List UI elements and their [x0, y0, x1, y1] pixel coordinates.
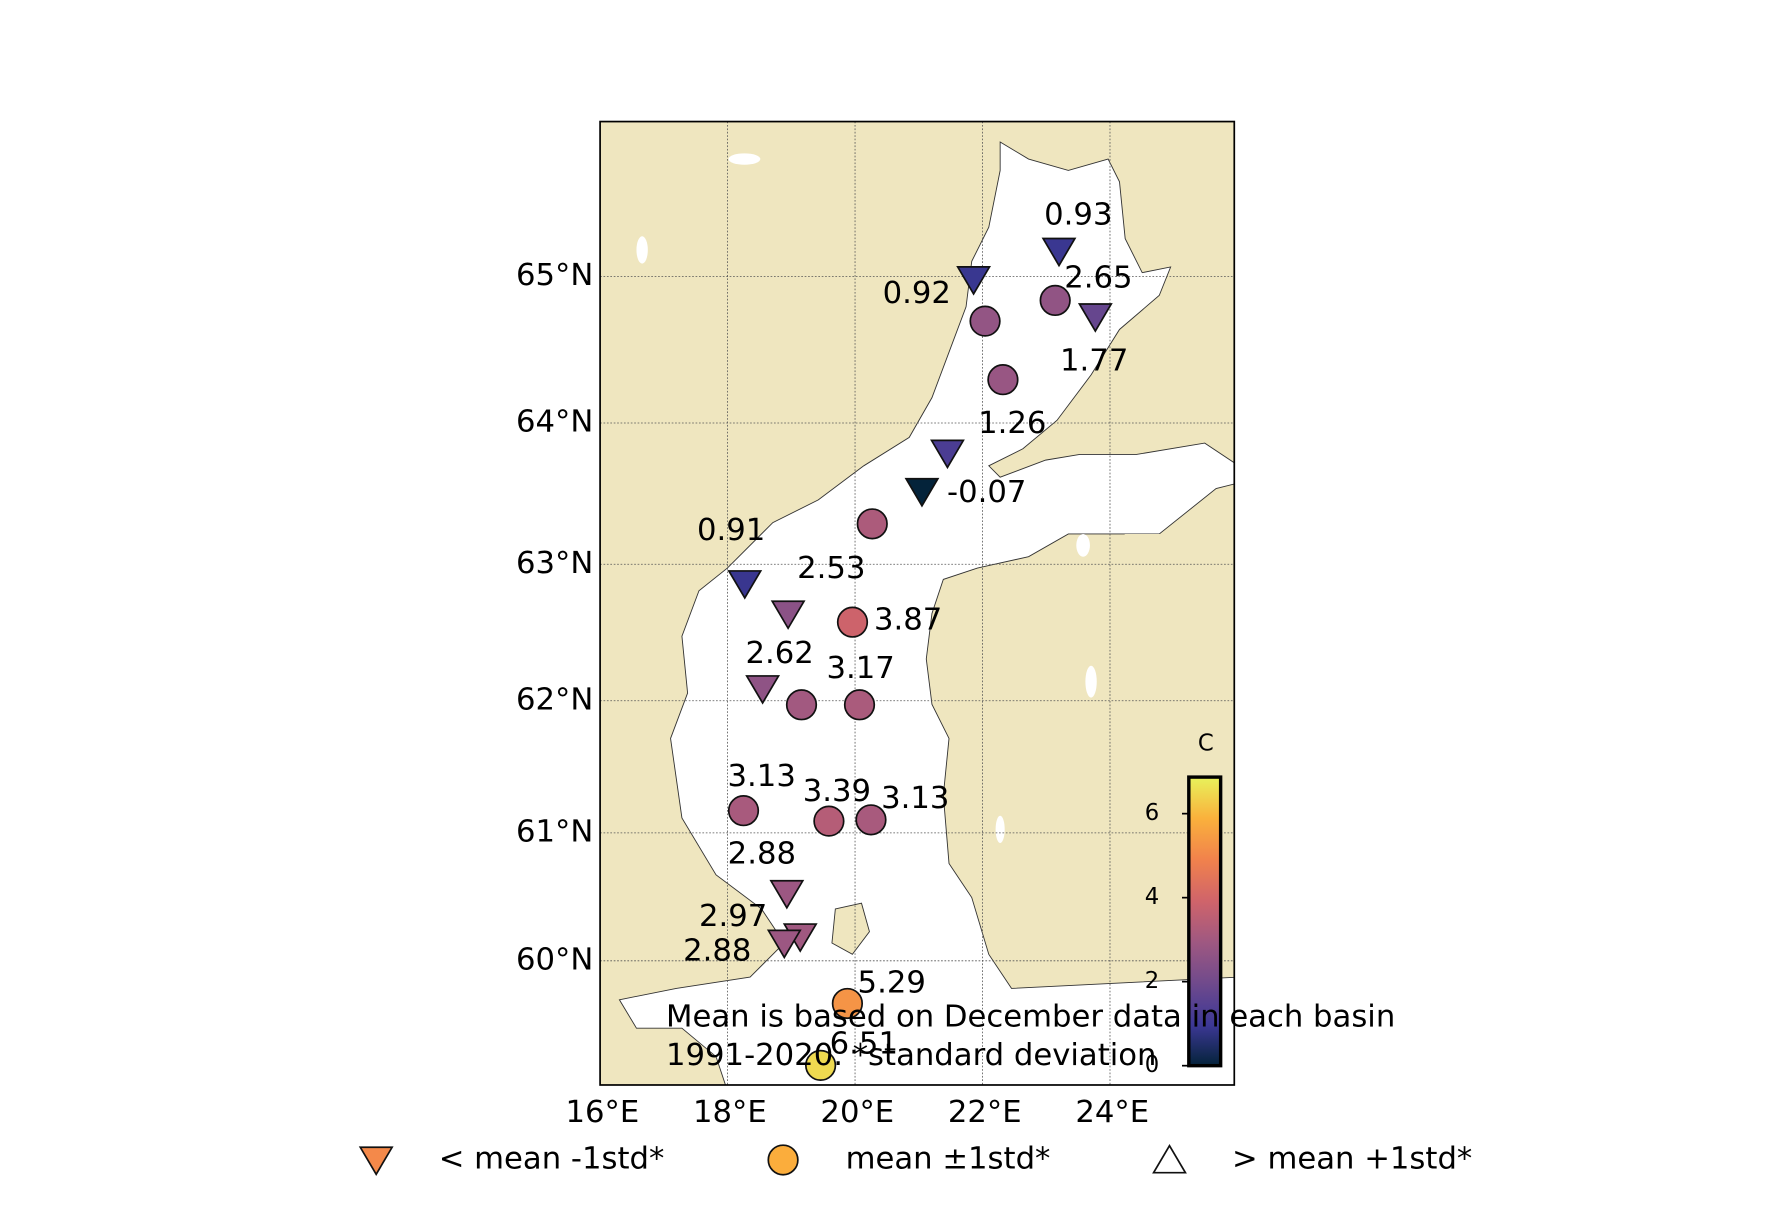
axis-ticks: 16°E 18°E 20°E 22°E 24°E 60°N 61°N 62°N 63°N 64°N…: [516, 258, 1149, 1130]
legend: < mean -1std* mean ±1std* > mean +1std*: [358, 1141, 1472, 1176]
station-marker: [785, 689, 818, 721]
x-tick-label: 18°E: [693, 1095, 767, 1130]
x-tick-label: 22°E: [948, 1095, 1022, 1130]
station-label: 3.17: [826, 651, 894, 686]
station-marker: [770, 600, 806, 630]
colorbar-tick-label: 2: [1145, 968, 1159, 994]
station-marker: [843, 689, 876, 721]
station-label: 2.65: [1064, 260, 1132, 295]
station-label: 0.93: [1044, 197, 1112, 232]
station-label: 3.13: [728, 759, 796, 794]
legend-label: > mean +1std*: [1232, 1141, 1472, 1176]
x-tick-label: 20°E: [820, 1095, 894, 1130]
station-label: 2.62: [746, 636, 814, 671]
y-tick-label: 62°N: [516, 682, 593, 717]
y-tick-label: 60°N: [516, 942, 593, 977]
map-frame: [599, 120, 1236, 1086]
station-label: 2.88: [683, 934, 751, 969]
lake: [1076, 533, 1090, 557]
lake: [728, 153, 761, 165]
station-marker: [1041, 237, 1077, 268]
land-finland: [943, 533, 1235, 978]
annotation: Mean is based on December data in each b…: [666, 999, 1395, 1034]
colorbar-tick-label: 4: [1145, 884, 1159, 910]
station-marker: [769, 879, 805, 910]
station-label: 0.92: [883, 276, 951, 311]
station-label: 3.13: [881, 781, 949, 816]
y-tick-label: 63°N: [516, 546, 593, 581]
station-label: 1.26: [978, 406, 1046, 441]
legend-marker: [1152, 1143, 1187, 1174]
lake: [636, 236, 648, 264]
station-marker: [727, 795, 760, 827]
station-marker: [836, 606, 869, 638]
colorbar-tick-label: 6: [1145, 800, 1159, 826]
x-tick-label: 16°E: [565, 1095, 639, 1130]
station-marker: [727, 570, 763, 600]
colorbar-scale: [1187, 775, 1223, 1068]
station-marker: [987, 364, 1019, 396]
station-label: 3.87: [874, 603, 942, 638]
station-marker: [930, 439, 965, 470]
station-marker: [1077, 303, 1113, 333]
legend-label: < mean -1std*: [439, 1141, 665, 1176]
station-label: 3.39: [803, 774, 871, 809]
station-label: 6.51: [830, 1026, 898, 1061]
station-label: 2.97: [699, 899, 767, 934]
station-marker: [904, 477, 940, 508]
station-marker: [813, 805, 845, 837]
annotation: 1991-2020. *standard deviation: [666, 1038, 1156, 1073]
map-area: [600, 121, 1235, 1085]
station-label: 2.88: [728, 836, 796, 871]
y-tick-label: 65°N: [516, 258, 593, 293]
station-label: 0.91: [697, 513, 765, 548]
colorbar-label: C: [1198, 731, 1214, 757]
lake: [995, 815, 1005, 843]
station-marker: [745, 675, 781, 705]
colorbar-tick-label: 0: [1145, 1052, 1159, 1078]
y-tick-label: 61°N: [516, 814, 593, 849]
station-marker: [804, 1049, 837, 1081]
station-marker: [831, 987, 864, 1020]
station-label: 2.53: [797, 551, 865, 586]
station-marker: [969, 305, 1001, 337]
island: [831, 902, 870, 955]
station-marker: [956, 266, 991, 296]
lake: [1085, 665, 1097, 698]
legend-label: mean ±1std*: [846, 1141, 1051, 1176]
station-marker: [856, 508, 888, 540]
station-label: -0.07: [947, 475, 1026, 510]
x-tick-label: 24°E: [1075, 1095, 1149, 1130]
legend-marker: [358, 1146, 394, 1176]
station-label: 1.77: [1060, 344, 1128, 379]
sea: [618, 141, 1235, 1085]
legend-marker: [767, 1144, 799, 1176]
station-marker: [766, 929, 802, 960]
station-marker: [1039, 284, 1071, 317]
station-label: 5.29: [858, 966, 926, 1001]
y-tick-label: 64°N: [516, 405, 593, 440]
stations: 0.93 0.92 2.65 1.77 1.26 -0.07 0.91 2.53 3.87 2.6…: [683, 197, 1133, 1081]
colorbar: C 0 2 4 6: [1145, 731, 1223, 1078]
station-marker: [855, 804, 887, 836]
